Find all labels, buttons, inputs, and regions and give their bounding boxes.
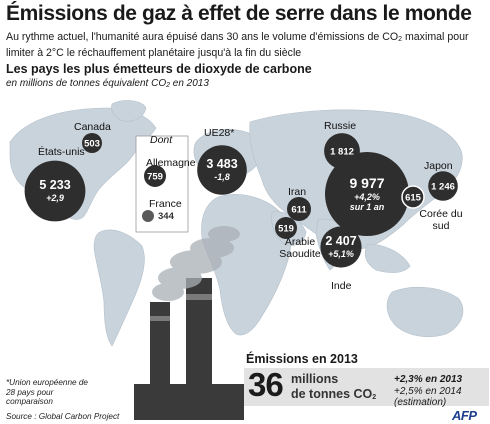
bubble-allemagne (144, 165, 166, 187)
value-label-ue28: 3 483 (206, 157, 237, 171)
label-canada: Canada (74, 121, 111, 133)
value-label-chine: 9 977 (349, 175, 384, 191)
emissions-unit: millions de tonnes CO2 (291, 372, 376, 405)
emissions-unit-sub: 2 (372, 394, 377, 401)
intro-sub: 2 (398, 36, 403, 43)
value-label-allemagne: 759 (147, 172, 163, 183)
label-arabie-saoudite: Arabie Saoudite (279, 236, 321, 260)
unit-label: en millions de tonnes équivalent CO2 en … (6, 78, 209, 89)
change-label-chine-2: sur 1 an (350, 202, 385, 212)
label-russie: Russie (324, 120, 357, 132)
value-label-russie: 1 812 (330, 147, 354, 158)
chart-title: Émissions de gaz à effet de serre dans l… (6, 2, 472, 25)
chart-subtitle: Les pays les plus émetteurs de dioxyde d… (6, 62, 312, 76)
unit-part1: en millions de tonnes équivalent CO (6, 78, 167, 89)
value-label-japon: 1 246 (431, 182, 455, 193)
unit-part2: en 2013 (170, 78, 209, 89)
value-label-iran: 611 (291, 205, 307, 216)
label-inde: Inde (331, 280, 352, 292)
source: Source : Global Carbon Project (6, 412, 120, 421)
emissions-unit-line2-wrap: de tonnes CO2 (291, 387, 376, 405)
bubble-ue28 (197, 145, 247, 195)
bubble-layer: 9 977+4,2%sur 1 an 5 233+2,9 3 483-1,8 2 40… (24, 133, 458, 268)
bubble-chine (325, 152, 409, 236)
label-etats-unis: États-unis (38, 146, 85, 158)
chimney-stripe (186, 294, 212, 300)
bubble-japon (428, 171, 458, 201)
value-label-canada: 503 (84, 139, 100, 150)
label-iran: Iran (288, 186, 307, 198)
value-label--tats-unis: 5 233 (39, 178, 70, 192)
bubble-arabie-saoudite (275, 217, 297, 239)
australia-shape (386, 286, 464, 338)
label-coree-du-sud: Corée du sud (419, 208, 463, 232)
south-america-shape (93, 229, 145, 347)
footnote: *Union européenne de 28 pays pour compar… (6, 378, 88, 407)
change-2014-a: +2,5% en 2014 (394, 385, 462, 397)
change-label-chine: +4,2% (354, 192, 380, 202)
bubble-russie (324, 133, 360, 169)
emissions-panel (244, 368, 489, 406)
southeast-asia-shape (364, 243, 411, 273)
label-allemagne: Allemagne (146, 157, 196, 169)
greenland-shape (111, 100, 147, 122)
intro-text: Au rythme actuel, l'humanité aura épuisé… (6, 31, 486, 59)
value-label-france: 344 (158, 211, 175, 222)
emissions-change: +2,3% en 2013 +2,5% en 2014 (estimation) (394, 374, 462, 409)
smoke-puff-4 (190, 238, 234, 258)
bubble-cor-e-du-sud (401, 185, 425, 209)
value-label-inde: 2 407 (325, 234, 356, 248)
label-dont: Dont (150, 134, 173, 146)
intro-part1: Au rythme actuel, l'humanité aura épuisé… (6, 31, 399, 43)
change-2013: +2,3% en 2013 (394, 374, 463, 385)
label-ue28: UE28* (204, 127, 235, 139)
smoke (152, 226, 240, 301)
change-2014-b: (estimation) (394, 397, 447, 408)
bubble-inde (320, 226, 362, 268)
change-label-inde: +5,1% (328, 249, 354, 259)
smoke-puff-5 (208, 226, 240, 242)
change-label-ue28: -1,8 (214, 172, 230, 182)
emissions-unit-line1: millions (291, 372, 339, 386)
bubble-iran (287, 197, 311, 221)
value-label-arabie-saoudite: 519 (278, 224, 294, 235)
chimney-stripe-2 (150, 316, 170, 321)
factory-building (134, 384, 244, 420)
unit-sub: 2 (166, 82, 170, 89)
afp-logo: AFP (452, 408, 477, 423)
bubble-france (142, 210, 154, 222)
bubble--tats-unis (24, 160, 86, 222)
label-france: France (149, 198, 182, 210)
change-label--tats-unis: +2,9 (46, 193, 64, 203)
emissions-value: 36 (248, 366, 284, 403)
value-label-cor-e-du-sud: 615 (405, 193, 422, 204)
emissions-unit-line2: de tonnes CO (291, 387, 373, 401)
world-map: 9 977+4,2%sur 1 an 5 233+2,9 3 483-1,8 2 40… (9, 100, 464, 420)
label-japon: Japon (424, 160, 453, 172)
bubble-canada (82, 133, 102, 153)
emissions-title: Émissions en 2013 (246, 352, 358, 366)
intro-part2: maximal pour limiter à 2°C le réchauffem… (6, 31, 469, 59)
factory (134, 278, 244, 420)
